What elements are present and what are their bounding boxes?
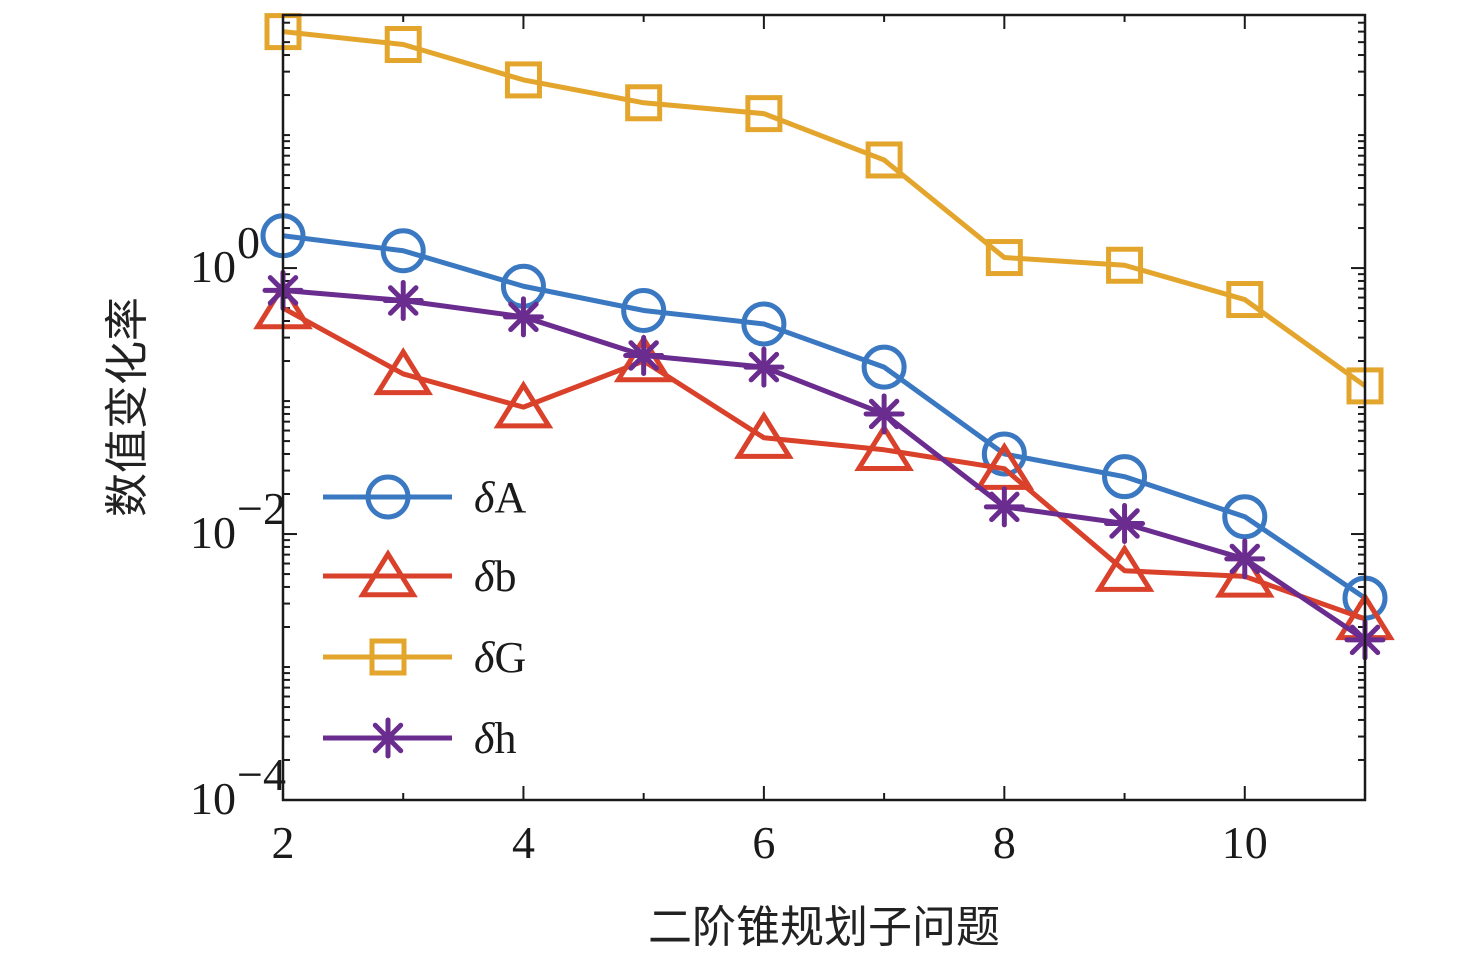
y-tick-exponent: −2: [237, 483, 286, 534]
data-point: [613, 334, 674, 383]
x-tick-label: 4: [512, 817, 535, 868]
y-tick-label: 10: [190, 773, 236, 824]
data-point: [983, 486, 1025, 528]
x-tick-label: 2: [272, 817, 295, 868]
plot-frame: [281, 13, 1367, 802]
data-point: [384, 26, 422, 64]
y-tick-exponent: −4: [237, 749, 286, 800]
legend-marker: [358, 549, 418, 598]
series-circle: [260, 213, 1388, 621]
data-point: [865, 141, 903, 179]
data-point: [502, 296, 544, 338]
legend: δA δb δG δh: [323, 473, 526, 763]
legend-marker: [367, 717, 409, 759]
data-point: [493, 380, 554, 429]
data-point: [734, 410, 794, 459]
series-triangle: [253, 281, 1395, 641]
y-tick-label: 10: [190, 507, 236, 558]
data-point: [1224, 538, 1266, 580]
legend-item: δh: [323, 714, 516, 763]
legend-label: δb: [474, 552, 516, 601]
x-axis-label: 二阶锥规划子问题: [648, 902, 1000, 953]
data-point: [1106, 246, 1144, 284]
data-point: [863, 393, 905, 435]
data-point: [1102, 454, 1148, 500]
data-point: [981, 431, 1027, 477]
y-tick-label: 10: [190, 241, 236, 292]
series-line: [282, 287, 1367, 642]
series-line: [282, 233, 1367, 601]
data-point: [623, 335, 665, 377]
data-point: [380, 228, 426, 274]
data-point: [1226, 281, 1264, 319]
x-tick-label: 10: [1222, 817, 1268, 868]
legend-item: δb: [323, 549, 516, 601]
data-point: [1214, 549, 1275, 598]
data-point: [985, 239, 1023, 277]
data-point: [854, 423, 914, 471]
legend-label: δA: [474, 473, 526, 522]
data-point: [745, 95, 783, 133]
data-point: [625, 84, 663, 122]
data-point: [621, 287, 667, 333]
data-point: [1104, 503, 1146, 545]
legend-marker: [365, 474, 411, 520]
data-point: [861, 344, 907, 390]
data-point: [741, 301, 787, 347]
x-tick-label: 8: [993, 817, 1016, 868]
legend-label: δG: [474, 633, 526, 682]
axis-ticks: [282, 14, 1366, 801]
x-tick-label: 6: [752, 817, 775, 868]
legend-item: δA: [323, 473, 526, 522]
series-layer: [253, 13, 1395, 661]
legend-item: δG: [323, 633, 526, 682]
data-point: [1094, 543, 1155, 592]
series-asterisk: [262, 269, 1386, 661]
data-point: [504, 61, 542, 99]
data-point: [743, 346, 785, 388]
legend-marker: [369, 638, 407, 676]
y-axis-label: 数值变化率: [102, 297, 153, 517]
data-point: [373, 347, 434, 396]
y-tick-exponent: 0: [237, 217, 260, 268]
legend-label: δh: [474, 714, 516, 763]
series-line: [282, 29, 1367, 388]
data-point: [1222, 494, 1268, 540]
data-point: [382, 280, 424, 322]
series-line: [281, 305, 1366, 622]
